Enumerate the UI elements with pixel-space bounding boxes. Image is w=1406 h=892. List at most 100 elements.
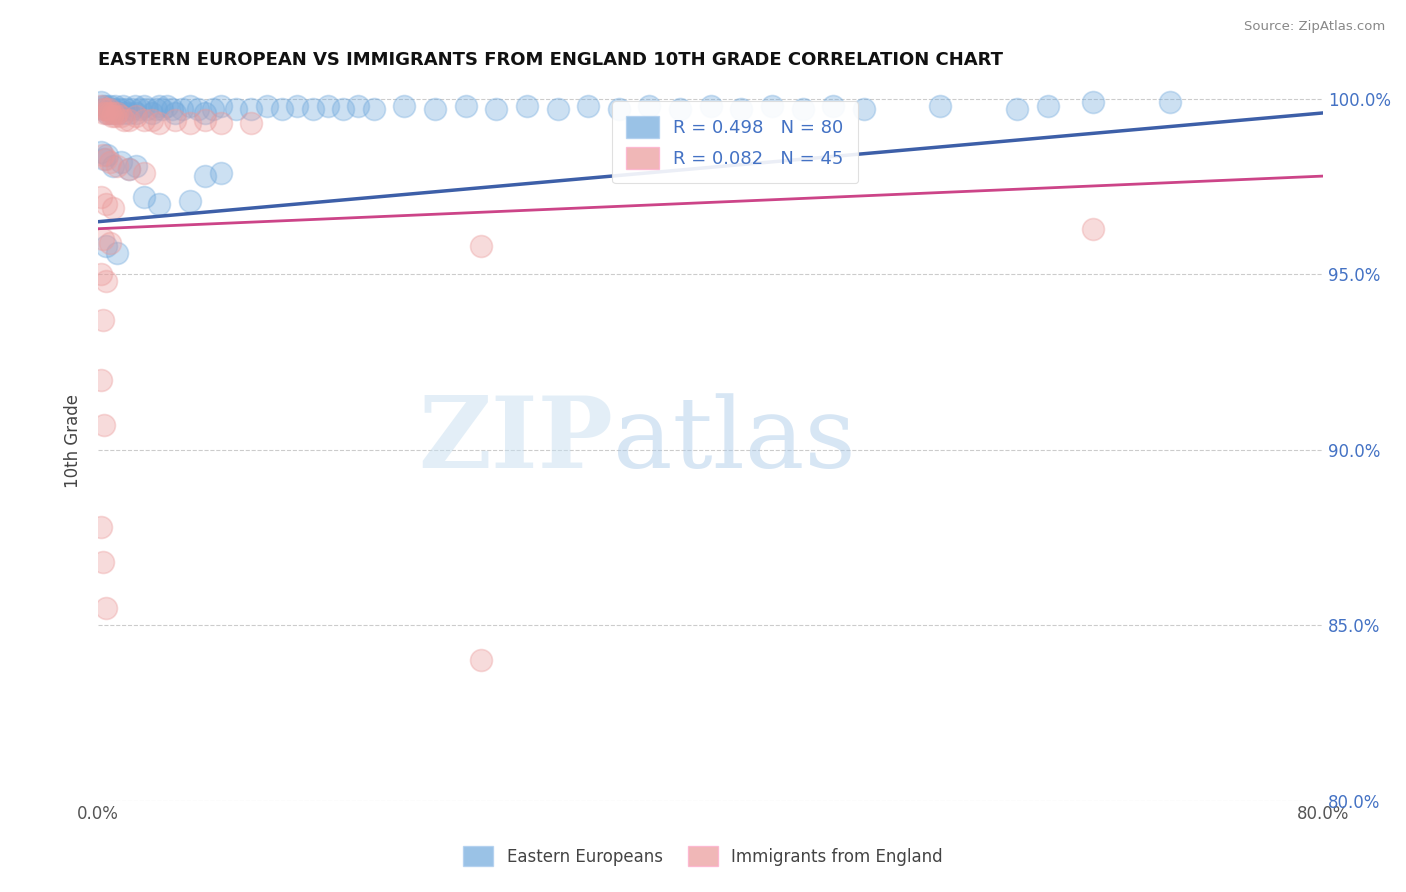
Point bbox=[332, 103, 354, 117]
Point bbox=[271, 103, 294, 117]
Point bbox=[134, 99, 156, 113]
Point bbox=[516, 99, 538, 113]
Point bbox=[96, 106, 118, 120]
Point bbox=[125, 110, 148, 124]
Point bbox=[134, 190, 156, 204]
Point bbox=[285, 99, 308, 113]
Point bbox=[347, 99, 370, 113]
Point bbox=[94, 600, 117, 615]
Point bbox=[202, 103, 225, 117]
Point bbox=[148, 116, 170, 130]
Point bbox=[125, 159, 148, 173]
Point bbox=[91, 555, 114, 569]
Legend: R = 0.498   N = 80, R = 0.082   N = 45: R = 0.498 N = 80, R = 0.082 N = 45 bbox=[612, 101, 858, 183]
Point bbox=[104, 110, 127, 124]
Point bbox=[929, 99, 952, 113]
Point bbox=[97, 103, 120, 117]
Point bbox=[136, 103, 159, 117]
Point bbox=[104, 99, 127, 113]
Point bbox=[111, 99, 134, 113]
Point bbox=[1159, 95, 1181, 110]
Point bbox=[94, 103, 117, 117]
Point bbox=[547, 103, 569, 117]
Point bbox=[470, 653, 492, 667]
Point bbox=[118, 112, 141, 127]
Point bbox=[225, 103, 247, 117]
Point bbox=[91, 103, 114, 117]
Point bbox=[101, 110, 124, 124]
Point bbox=[160, 103, 183, 117]
Point bbox=[112, 106, 135, 120]
Text: Source: ZipAtlas.com: Source: ZipAtlas.com bbox=[1244, 20, 1385, 33]
Point bbox=[1083, 221, 1105, 235]
Point bbox=[93, 418, 115, 433]
Point bbox=[93, 103, 115, 117]
Point bbox=[94, 197, 117, 211]
Point bbox=[156, 99, 179, 113]
Point bbox=[96, 148, 118, 162]
Point bbox=[194, 169, 217, 183]
Point bbox=[103, 201, 125, 215]
Point bbox=[93, 106, 115, 120]
Text: ZIP: ZIP bbox=[418, 392, 613, 490]
Point bbox=[91, 148, 114, 162]
Point bbox=[125, 106, 148, 120]
Point bbox=[118, 162, 141, 177]
Point bbox=[761, 99, 783, 113]
Point bbox=[93, 152, 115, 166]
Point bbox=[141, 106, 163, 120]
Point bbox=[90, 268, 112, 282]
Point bbox=[194, 106, 217, 120]
Point bbox=[148, 197, 170, 211]
Point bbox=[96, 106, 118, 120]
Point bbox=[134, 112, 156, 127]
Point bbox=[118, 162, 141, 177]
Point bbox=[90, 95, 112, 110]
Point bbox=[1005, 103, 1028, 117]
Y-axis label: 10th Grade: 10th Grade bbox=[65, 394, 82, 488]
Text: atlas: atlas bbox=[613, 393, 855, 489]
Point bbox=[179, 116, 201, 130]
Text: EASTERN EUROPEAN VS IMMIGRANTS FROM ENGLAND 10TH GRADE CORRELATION CHART: EASTERN EUROPEAN VS IMMIGRANTS FROM ENGL… bbox=[98, 51, 1004, 69]
Point bbox=[94, 99, 117, 113]
Point bbox=[454, 99, 477, 113]
Point bbox=[209, 99, 232, 113]
Point bbox=[470, 239, 492, 253]
Point bbox=[394, 99, 416, 113]
Point bbox=[145, 103, 167, 117]
Point bbox=[209, 116, 232, 130]
Point bbox=[124, 99, 146, 113]
Point bbox=[101, 103, 124, 117]
Point bbox=[485, 103, 508, 117]
Point bbox=[110, 155, 132, 169]
Point bbox=[90, 99, 112, 113]
Point bbox=[187, 103, 209, 117]
Legend: Eastern Europeans, Immigrants from England: Eastern Europeans, Immigrants from Engla… bbox=[457, 839, 949, 873]
Point bbox=[105, 159, 128, 173]
Point bbox=[638, 99, 661, 113]
Point bbox=[103, 106, 125, 120]
Point bbox=[105, 246, 128, 260]
Point bbox=[100, 99, 122, 113]
Point bbox=[669, 103, 692, 117]
Point bbox=[91, 232, 114, 246]
Point bbox=[112, 112, 135, 127]
Point bbox=[94, 274, 117, 288]
Point bbox=[107, 106, 129, 120]
Point bbox=[301, 103, 323, 117]
Point bbox=[1036, 99, 1059, 113]
Point bbox=[90, 190, 112, 204]
Point bbox=[90, 373, 112, 387]
Point bbox=[94, 152, 117, 166]
Point bbox=[852, 103, 875, 117]
Point bbox=[152, 103, 174, 117]
Point bbox=[363, 103, 385, 117]
Point bbox=[118, 106, 141, 120]
Point bbox=[179, 99, 201, 113]
Point bbox=[105, 106, 128, 120]
Point bbox=[209, 165, 232, 179]
Point bbox=[240, 116, 263, 130]
Point bbox=[134, 165, 156, 179]
Point bbox=[730, 103, 752, 117]
Point bbox=[103, 106, 125, 120]
